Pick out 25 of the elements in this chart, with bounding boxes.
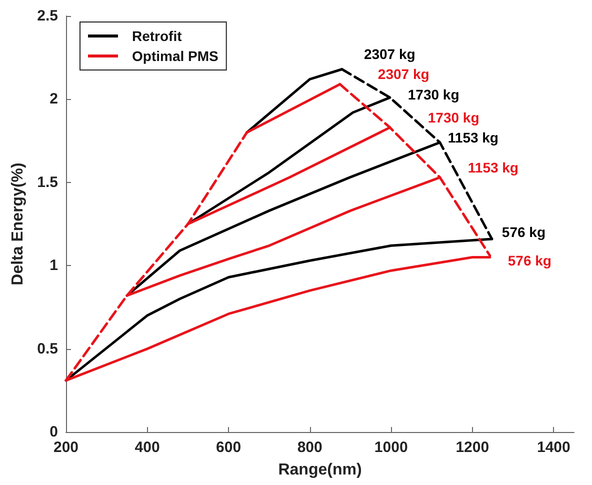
annotation: 1730 kg xyxy=(408,86,460,103)
annotation: 576 kg xyxy=(502,224,546,240)
y-axis-title: Delta Energy(%) xyxy=(10,162,26,286)
annotation: 576 kg xyxy=(508,252,552,268)
x-tick-label: 1200 xyxy=(456,439,490,456)
y-tick-label: 1.5 xyxy=(37,174,58,191)
legend-label: Retrofit xyxy=(132,28,182,44)
legend-label: Optimal PMS xyxy=(132,48,218,64)
y-tick-label: 1 xyxy=(50,257,58,274)
y-tick-label: 0.5 xyxy=(37,340,58,358)
annotation: 2307 kg xyxy=(378,66,430,82)
x-axis-title: Range(nm) xyxy=(278,462,362,478)
annotation: 1730 kg xyxy=(428,109,480,126)
x-tick-label: 800 xyxy=(297,439,322,456)
annotation: 2307 kg xyxy=(364,46,416,62)
x-tick-label: 1400 xyxy=(536,439,570,456)
y-tick-label: 2.5 xyxy=(37,8,58,24)
y-tick-label: 0 xyxy=(50,424,58,440)
x-tick-label: 200 xyxy=(53,439,79,456)
annotation: 1153 kg xyxy=(468,159,518,176)
x-tick-label: 600 xyxy=(216,439,242,456)
x-tick-label: 400 xyxy=(134,439,160,456)
y-tick-label: 2 xyxy=(50,90,58,108)
annotation: 1153 kg xyxy=(448,129,498,146)
x-tick-label: 1000 xyxy=(374,439,408,456)
